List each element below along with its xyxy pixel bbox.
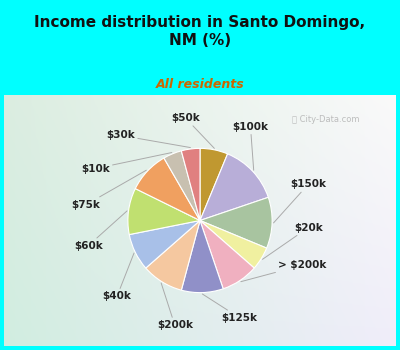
Wedge shape — [200, 154, 268, 220]
Wedge shape — [164, 151, 200, 220]
Wedge shape — [181, 148, 200, 220]
Wedge shape — [200, 197, 272, 248]
Text: $150k: $150k — [274, 180, 326, 223]
Text: ⓘ City-Data.com: ⓘ City-Data.com — [292, 115, 359, 124]
Text: $10k: $10k — [81, 153, 172, 174]
Text: $20k: $20k — [262, 223, 322, 259]
Wedge shape — [200, 148, 228, 220]
Text: $40k: $40k — [103, 253, 134, 301]
Text: > $200k: > $200k — [241, 260, 326, 282]
Text: $60k: $60k — [74, 211, 127, 251]
Wedge shape — [200, 220, 254, 289]
Text: Income distribution in Santo Domingo,
NM (%): Income distribution in Santo Domingo, NM… — [34, 15, 366, 48]
Wedge shape — [181, 220, 223, 293]
Wedge shape — [200, 220, 267, 268]
Text: $50k: $50k — [171, 113, 214, 148]
Text: $125k: $125k — [202, 294, 258, 323]
Text: All residents: All residents — [156, 78, 244, 91]
Text: $200k: $200k — [157, 283, 193, 330]
Wedge shape — [128, 189, 200, 234]
Text: $100k: $100k — [232, 122, 268, 170]
Text: $30k: $30k — [106, 131, 190, 148]
Wedge shape — [135, 158, 200, 220]
Wedge shape — [146, 220, 200, 290]
Wedge shape — [129, 220, 200, 268]
Text: $75k: $75k — [72, 170, 146, 210]
